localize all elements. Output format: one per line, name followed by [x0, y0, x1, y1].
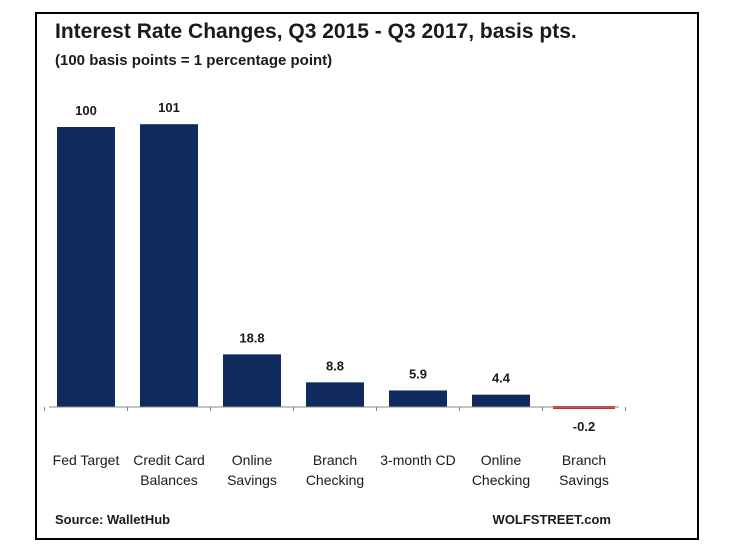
value-label: -0.2 — [573, 419, 595, 434]
source-note: Source: WalletHub — [55, 512, 171, 527]
bar — [306, 382, 364, 407]
category-label: Online — [481, 452, 522, 468]
value-label: 18.8 — [239, 330, 264, 345]
category-label: Branch — [313, 452, 357, 468]
category-label: 3-month CD — [380, 452, 455, 468]
category-label: Checking — [472, 472, 530, 488]
bar — [140, 124, 198, 407]
value-label: 101 — [158, 100, 180, 115]
bar — [57, 127, 115, 407]
value-label: 100 — [75, 103, 97, 118]
category-label: Balances — [140, 472, 198, 488]
bar — [223, 354, 281, 407]
category-label: Credit Card — [133, 452, 205, 468]
bar-chart: 100 Fed Target 101 Credit Card Balances 18.8 O… — [44, 100, 626, 488]
chart-frame: Interest Rate Changes, Q3 2015 - Q3 2017… — [35, 12, 699, 540]
category-label: Checking — [306, 472, 364, 488]
bar — [472, 394, 530, 407]
category-label: Fed Target — [53, 452, 120, 468]
value-label: 4.4 — [492, 371, 511, 386]
category-label: Online — [232, 452, 273, 468]
bar — [389, 390, 447, 407]
value-label: 8.8 — [326, 358, 344, 373]
credit-note: WOLFSTREET.com — [492, 512, 611, 527]
category-label: Savings — [227, 472, 277, 488]
category-label: Savings — [559, 472, 609, 488]
chart-title: Interest Rate Changes, Q3 2015 - Q3 2017… — [55, 20, 577, 43]
value-label: 5.9 — [409, 366, 427, 381]
category-label: Branch — [562, 452, 606, 468]
chart-subtitle: (100 basis points = 1 percentage point) — [55, 52, 333, 69]
